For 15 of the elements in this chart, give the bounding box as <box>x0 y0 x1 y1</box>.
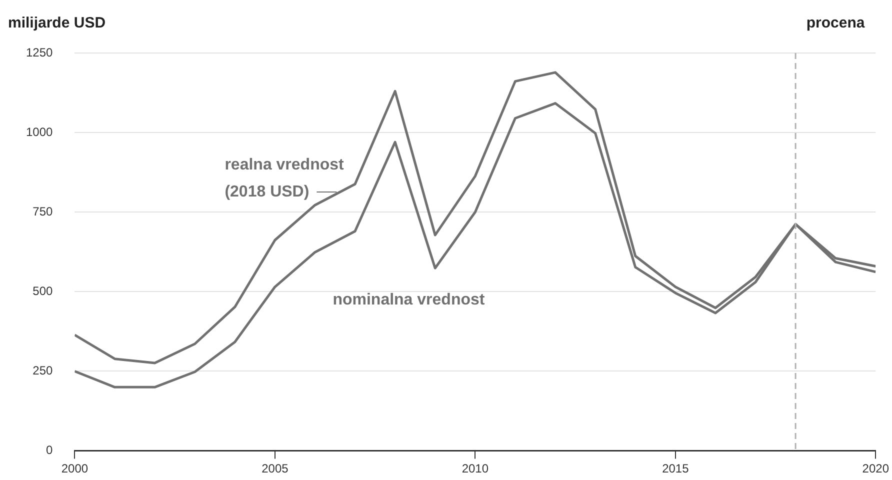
y-tick-label: 1250 <box>26 45 54 60</box>
text: nominalna vrednost <box>332 291 486 308</box>
x-tick-label: 2015 <box>662 461 690 476</box>
x-tick-label: 2000 <box>61 461 88 476</box>
y-tick-label: 0 <box>46 443 54 458</box>
y-axis-title: milijarde USD <box>8 14 106 32</box>
y-tick-label: 1000 <box>26 124 54 139</box>
x-tick-label: 2020 <box>862 461 890 476</box>
ref-line-label: procena <box>806 14 866 32</box>
x-tick-label: 2010 <box>462 461 489 476</box>
y-tick-label: 250 <box>32 364 54 378</box>
series-label: realna vrednost (2018 USD) <box>224 156 345 200</box>
y-tick-label: 750 <box>32 204 54 218</box>
x-tick-label: 2005 <box>262 461 289 476</box>
y-tick-label: 500 <box>32 284 54 298</box>
